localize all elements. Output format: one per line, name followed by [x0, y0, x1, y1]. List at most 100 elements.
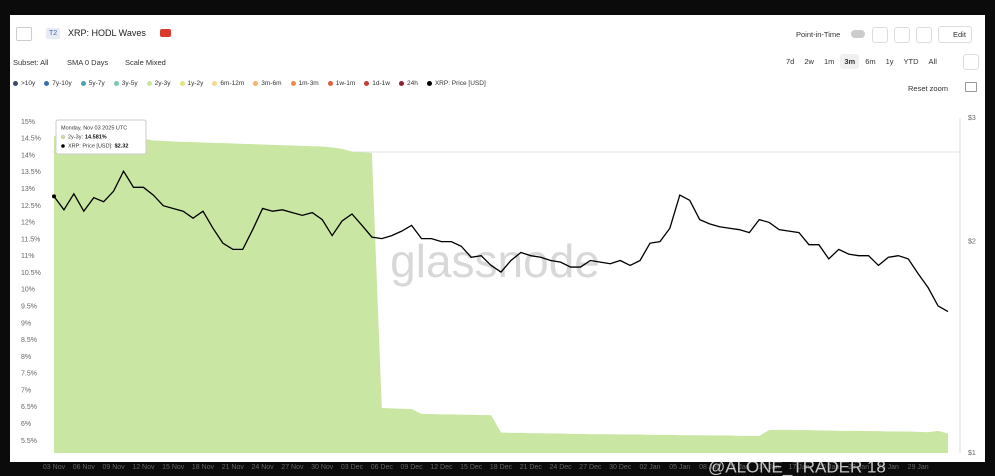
sidebar-toggle[interactable] — [16, 27, 32, 41]
y2-tick-label: $2 — [968, 238, 976, 245]
x-tick-label: 24 Nov — [252, 464, 275, 471]
y-tick-label: 13% — [21, 186, 35, 193]
copy-button[interactable] — [916, 27, 932, 43]
range-button[interactable]: All — [928, 57, 937, 66]
y-tick-label: 15% — [21, 119, 35, 126]
x-tick-label: 27 Dec — [579, 464, 602, 471]
range-button[interactable]: YTD — [903, 57, 919, 66]
range-button[interactable]: 1m — [823, 57, 835, 66]
legend-swatch — [80, 81, 86, 86]
overlay-watermark: @ALONE_TRADER 18 — [708, 457, 886, 476]
x-tick-label: 27 Nov — [281, 464, 304, 471]
range-button[interactable]: 6m — [865, 57, 876, 66]
reset-zoom-button[interactable]: Reset zoom — [908, 84, 949, 93]
range-buttons: 7d 2w 1m 3m 6m 1y YTD All — [782, 54, 941, 69]
y-tick-label: 6.5% — [21, 404, 37, 411]
legend-item[interactable]: 5y-7y — [80, 80, 105, 87]
y2-tick-label: $3 — [968, 115, 976, 122]
x-tick-label: 12 Nov — [132, 464, 155, 471]
x-tick-label: 21 Nov — [222, 464, 245, 471]
range-button[interactable]: 1y — [885, 57, 894, 66]
y-tick-label: 7% — [21, 387, 31, 394]
video-icon[interactable] — [160, 29, 171, 37]
tooltip: Monday, Nov 03 2025 UTC 2y-3y: 14.581% XRP… — [55, 119, 147, 155]
subset-dropdown[interactable]: Subset: All — [13, 58, 49, 67]
legend-label: 1m-3m — [298, 80, 319, 87]
x-tick-label: 29 Jan — [908, 464, 929, 471]
y-tick-label: 6% — [21, 421, 31, 428]
legend-swatch — [290, 81, 296, 86]
legend-swatch — [146, 81, 152, 86]
export-button[interactable] — [965, 82, 977, 92]
x-tick-label: 30 Dec — [609, 464, 632, 471]
legend-item[interactable]: 24h — [398, 80, 418, 87]
legend-label: 3y-5y — [121, 80, 138, 87]
y-tick-label: 13.5% — [21, 169, 41, 176]
legend-label: 1w-1m — [335, 80, 356, 87]
legend-swatch — [364, 81, 370, 86]
y-tick-label: 10.5% — [21, 270, 41, 277]
y2-tick-label: $1 — [968, 450, 976, 457]
legend: >10y 7y-10y 5y-7y 3y-5y 2y-3y 1y-2y 6m-12m 3m-6… — [13, 80, 486, 87]
favorite-button[interactable] — [872, 27, 888, 43]
tooltip-swatch — [61, 144, 65, 148]
x-tick-label: 14 Jan — [759, 464, 780, 471]
x-tick-label: 06 Dec — [371, 464, 394, 471]
x-tick-label: 15 Dec — [460, 464, 483, 471]
legend-item[interactable]: 2y-3y — [146, 80, 171, 87]
y-tick-label: 7.5% — [21, 371, 37, 378]
legend-swatch — [179, 81, 185, 86]
page-title: XRP: HODL Waves — [68, 28, 146, 38]
point-in-time-label: Point-in-Time — [796, 30, 841, 39]
x-tick-label: 09 Dec — [401, 464, 424, 471]
tooltip-value: $2.32 — [115, 143, 129, 149]
range-button[interactable]: 7d — [786, 57, 795, 66]
tooltip-box — [55, 119, 147, 155]
legend-item[interactable]: 3m-6m — [253, 80, 282, 87]
legend-item[interactable]: 7y-10y — [44, 80, 72, 87]
legend-swatch — [426, 81, 432, 86]
legend-swatch — [13, 81, 18, 86]
line — [53, 169, 949, 313]
x-tick-label: 09 Nov — [103, 464, 126, 471]
y-tick-label: 8.5% — [21, 337, 37, 344]
edit-button[interactable]: Edit — [938, 26, 972, 43]
legend-label: 5y-7y — [88, 80, 105, 87]
x-tick-label: 12 Dec — [430, 464, 453, 471]
range-button[interactable]: 3m — [840, 54, 860, 69]
x-tick-label: 05 Jan — [669, 464, 690, 471]
y-tick-label: 10% — [21, 287, 35, 294]
share-button[interactable] — [894, 27, 910, 43]
calendar-button[interactable] — [963, 54, 979, 70]
hover-point — [52, 194, 56, 199]
point-in-time-toggle[interactable] — [851, 30, 865, 38]
range-button[interactable]: 2w — [804, 57, 814, 66]
legend-item[interactable]: 3y-5y — [113, 80, 138, 87]
sma-dropdown[interactable]: SMA 0 Days — [67, 58, 109, 67]
legend-label: 1d-1w — [372, 80, 390, 87]
legend-swatch — [44, 81, 50, 86]
legend-item[interactable]: 1w-1m — [327, 80, 356, 87]
legend-item[interactable]: 1y-2y — [179, 80, 203, 87]
legend-item[interactable]: 1d-1w — [364, 80, 390, 87]
legend-item[interactable]: XRP: Price [USD] — [426, 80, 486, 87]
x-tick-label: 21 Dec — [520, 464, 543, 471]
x-tick-label: 06 Nov — [73, 464, 96, 471]
legend-item[interactable]: >10y — [13, 80, 35, 87]
legend-swatch — [398, 81, 404, 86]
scale-dropdown[interactable]: Scale Mixed — [125, 58, 166, 67]
legend-item[interactable]: 6m-12m — [212, 80, 244, 87]
legend-label: >10y — [21, 80, 36, 87]
x-tick-label: 30 Nov — [311, 464, 334, 471]
tooltip-swatch — [61, 135, 65, 139]
y-tick-label: 11% — [21, 253, 35, 260]
x-tick-label: 18 Dec — [490, 464, 513, 471]
legend-label: 2y-3y — [154, 80, 171, 87]
legend-swatch — [212, 81, 218, 86]
legend-item[interactable]: 1m-3m — [290, 80, 319, 87]
x-tick-label: 03 Nov — [43, 464, 66, 471]
x-tick-label: 23 Jan — [848, 464, 869, 471]
y-tick-label: 11.5% — [21, 236, 40, 243]
y-tick-label: 9% — [21, 320, 31, 327]
